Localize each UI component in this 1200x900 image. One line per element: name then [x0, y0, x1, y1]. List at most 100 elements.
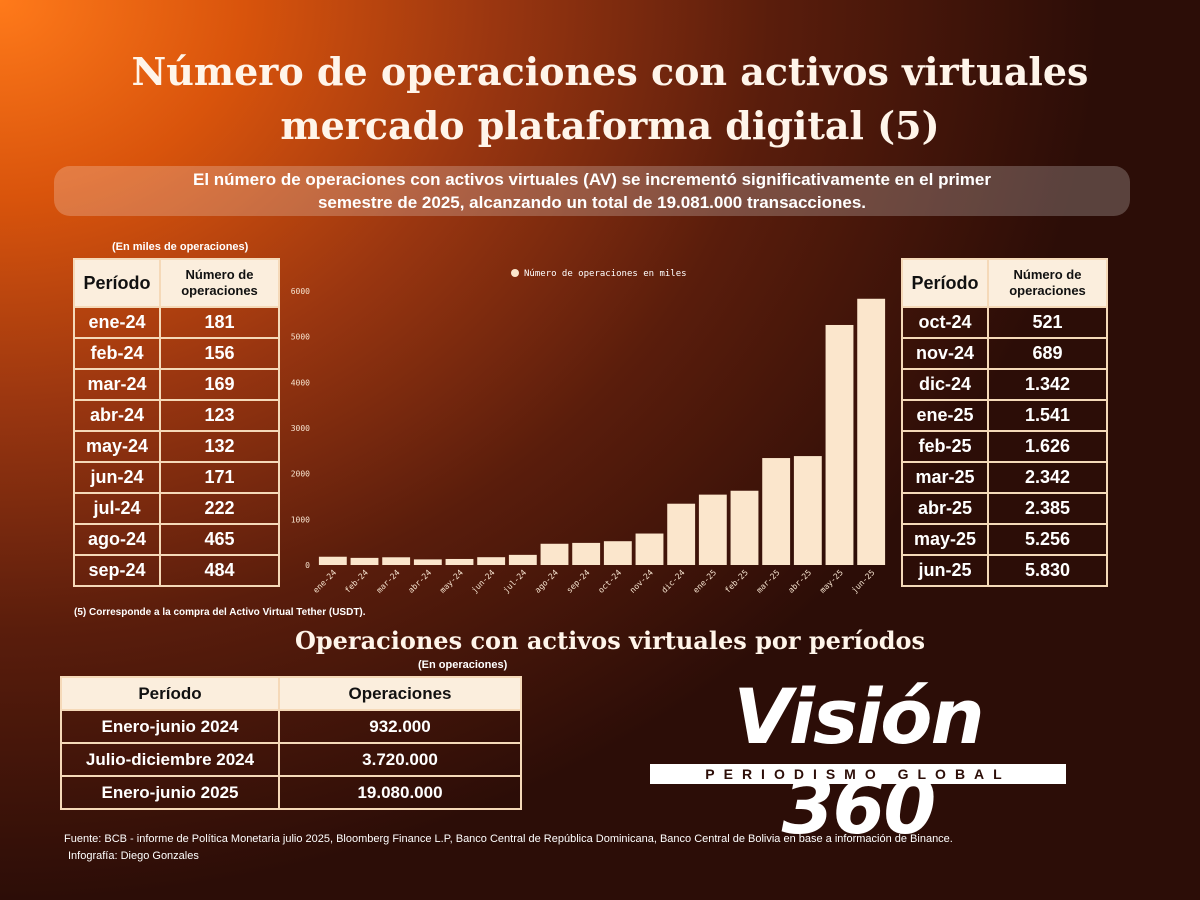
- value-cell: 171: [159, 461, 280, 494]
- bar: [572, 542, 601, 565]
- x-tick-label: nov-24: [628, 568, 655, 595]
- operations-header: Operaciones: [278, 676, 522, 711]
- period-cell: Enero-junio 2025: [60, 775, 280, 810]
- period-cell: sep-24: [73, 554, 161, 587]
- table-row: abr-25 2.385: [901, 492, 1108, 525]
- table-row: mar-24 169: [73, 368, 280, 401]
- header-count: Número de operaciones: [159, 258, 280, 308]
- period-cell: abr-24: [73, 399, 161, 432]
- value-cell: 132: [159, 430, 280, 463]
- value-cell: 5.830: [987, 554, 1108, 587]
- source-line-1: Fuente: BCB - informe de Política Moneta…: [64, 833, 953, 845]
- period-cell: Julio-diciembre 2024: [60, 742, 280, 777]
- bar: [730, 490, 759, 565]
- period-cell: jun-25: [901, 554, 989, 587]
- page-title: Número de operaciones con activos virtua…: [60, 45, 1160, 153]
- logo-name: Visión 360: [733, 672, 984, 851]
- table-row: sep-24 484: [73, 554, 280, 587]
- subtitle-line-2: semestre de 2025, alcanzando un total de…: [317, 193, 867, 212]
- section-unit: (En operaciones): [418, 659, 508, 671]
- period-cell: ene-24: [73, 306, 161, 339]
- x-tick-label: abr-25: [786, 568, 813, 595]
- y-tick-label: 2000: [291, 470, 310, 479]
- bar: [318, 556, 347, 565]
- bar-chart: Número de operaciones en miles 0 1000 2000…: [291, 269, 886, 595]
- title-line-1: Número de operaciones con activos virtua…: [131, 49, 1089, 94]
- bar: [762, 458, 791, 565]
- table-row: jun-25 5.830: [901, 554, 1108, 587]
- bar: [857, 298, 886, 565]
- value-cell: 156: [159, 337, 280, 370]
- value-cell: 222: [159, 492, 280, 525]
- footnote: (5) Corresponde a la compra del Activo V…: [74, 607, 366, 618]
- y-tick-label: 1000: [291, 515, 310, 524]
- operations-cell: 3.720.000: [278, 742, 522, 777]
- period-cell: dic-24: [901, 368, 989, 401]
- period-cell: nov-24: [901, 337, 989, 370]
- value-cell: 484: [159, 554, 280, 587]
- table-row: may-25 5.256: [901, 523, 1108, 556]
- y-tick-label: 4000: [291, 378, 310, 387]
- period-row: Enero-junio 2025 19.080.000: [60, 775, 522, 810]
- chart-legend: Número de operaciones en miles: [511, 269, 687, 279]
- x-tick-label: ene-25: [691, 568, 718, 595]
- bar: [698, 494, 727, 565]
- period-cell: Enero-junio 2024: [60, 709, 280, 744]
- table-row: ene-25 1.541: [901, 399, 1108, 432]
- x-tick-label: ene-24: [311, 568, 338, 595]
- value-cell: 169: [159, 368, 280, 401]
- period-cell: may-24: [73, 430, 161, 463]
- header-period: Período: [901, 258, 989, 308]
- period-table: Período Operaciones Enero-junio 2024 932.…: [60, 676, 522, 810]
- subtitle-line-1: El número de operaciones con activos vir…: [193, 170, 991, 189]
- x-tick-label: feb-25: [723, 568, 750, 595]
- x-tick-label: may-24: [438, 568, 465, 595]
- bar: [635, 533, 664, 565]
- y-tick-label: 6000: [291, 287, 310, 296]
- header-count-line-2: operaciones: [181, 283, 258, 298]
- source-line-2: Infografía: Diego Gonzales: [68, 850, 199, 862]
- value-cell: 123: [159, 399, 280, 432]
- period-cell: ene-25: [901, 399, 989, 432]
- table-row: ago-24 465: [73, 523, 280, 556]
- operations-cell: 932.000: [278, 709, 522, 744]
- value-cell: 2.385: [987, 492, 1108, 525]
- x-tick-label: dic-24: [660, 568, 687, 595]
- legend-label: Número de operaciones en miles: [524, 269, 687, 279]
- y-tick-label: 3000: [291, 424, 310, 433]
- unit-note: (En miles de operaciones): [112, 241, 249, 253]
- header-count-line-2: operaciones: [1009, 283, 1086, 298]
- value-cell: 521: [987, 306, 1108, 339]
- value-cell: 1.541: [987, 399, 1108, 432]
- period-cell: ago-24: [73, 523, 161, 556]
- period-cell: may-25: [901, 523, 989, 556]
- header-count: Número de operaciones: [987, 258, 1108, 308]
- period-row: Julio-diciembre 2024 3.720.000: [60, 742, 522, 777]
- x-tick-label: jul-24: [501, 568, 528, 595]
- table-row: dic-24 1.342: [901, 368, 1108, 401]
- table-row: oct-24 521: [901, 306, 1108, 339]
- period-cell: feb-25: [901, 430, 989, 463]
- header-count-line-1: Número de: [1013, 267, 1082, 282]
- bar: [793, 456, 822, 565]
- bar: [540, 543, 569, 565]
- period-row: Enero-junio 2024 932.000: [60, 709, 522, 744]
- subtitle-banner: El número de operaciones con activos vir…: [54, 166, 1130, 216]
- bar: [508, 554, 537, 565]
- table-row: nov-24 689: [901, 337, 1108, 370]
- bar: [667, 503, 696, 565]
- table-row: jul-24 222: [73, 492, 280, 525]
- y-tick-label: 5000: [291, 333, 310, 342]
- table-row: may-24 132: [73, 430, 280, 463]
- bar: [477, 557, 506, 565]
- logo-tagline: PERIODISMO GLOBAL: [650, 764, 1066, 784]
- header-count-line-1: Número de: [185, 267, 254, 282]
- x-tick-label: jun-25: [850, 568, 877, 595]
- value-cell: 2.342: [987, 461, 1108, 494]
- x-tick-label: abr-24: [406, 568, 433, 595]
- vision360-logo: Visión 360 PERIODISMO GLOBAL: [648, 672, 1068, 851]
- period-cell: feb-24: [73, 337, 161, 370]
- x-tick-label: sep-24: [565, 568, 592, 595]
- legend-marker: [511, 269, 519, 277]
- value-cell: 1.626: [987, 430, 1108, 463]
